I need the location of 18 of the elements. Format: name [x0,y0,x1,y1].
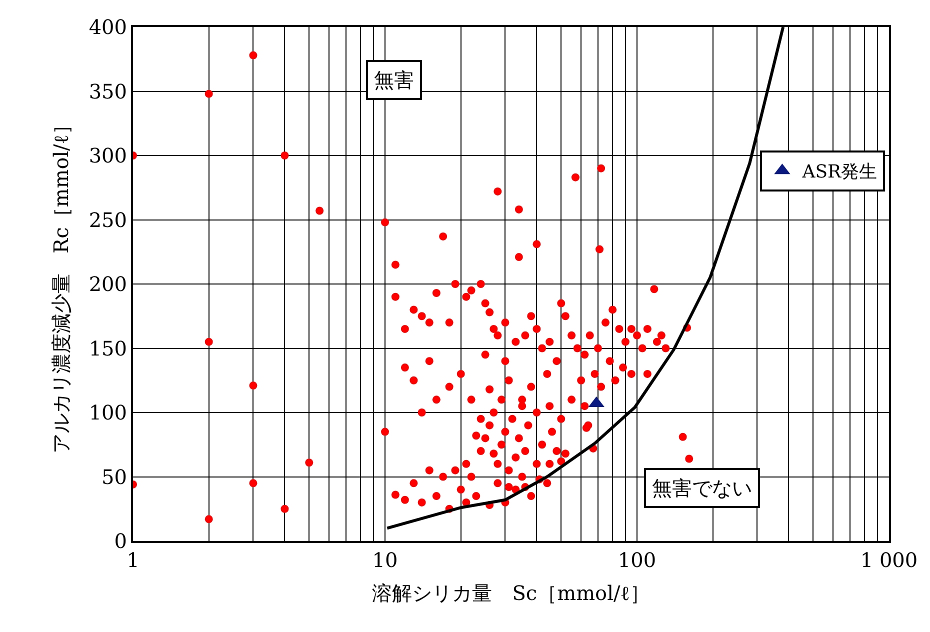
x-axis-title: 溶解シリカ量 Sc［mmol/ℓ］ [372,581,650,605]
x-tick-label: 1 000 [860,548,918,572]
y-tick-label: 0 [114,529,127,553]
x-tick-label: 10 [372,548,398,572]
annotation: 無害でない [652,476,752,500]
y-tick-label: 150 [88,336,127,360]
y-tick-label: 200 [88,272,127,296]
x-tick-label: 1 [126,548,140,572]
y-axis-title: アルカリ濃度減少量 Rc［mmol/ℓ］ [48,114,73,454]
y-tick-label: 250 [88,208,127,232]
y-tick-label: 50 [102,464,127,489]
y-tick-label: 350 [88,79,127,104]
y-tick-label: 400 [88,15,127,39]
legend-label: ASR発生 [801,162,878,183]
x-tick-label: 100 [618,548,656,572]
y-tick-label: 100 [88,400,127,424]
annotation: 無害 [374,68,414,92]
y-tick-label: 300 [88,144,127,168]
